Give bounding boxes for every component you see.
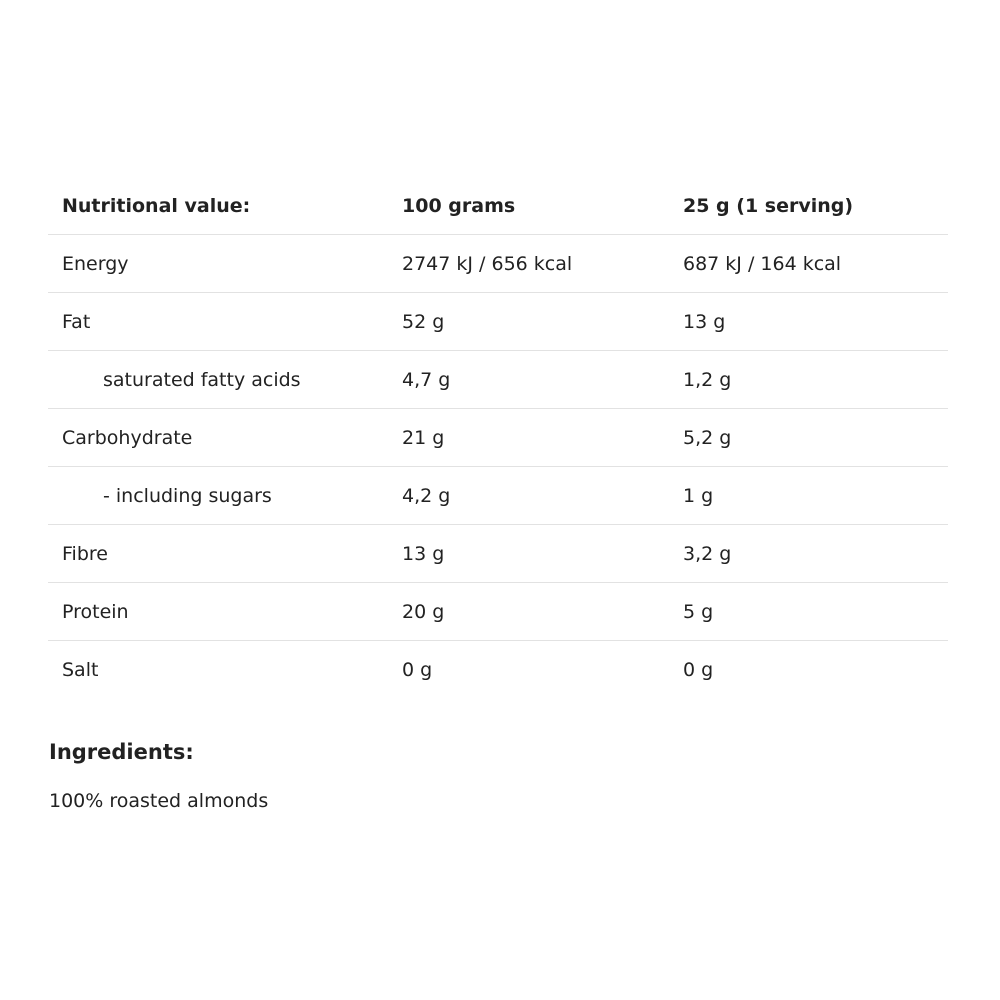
table-row: - including sugars 4,2 g 1 g	[48, 466, 948, 524]
table-row: saturated fatty acids 4,7 g 1,2 g	[48, 350, 948, 408]
nutrient-name: Fibre	[62, 542, 108, 565]
nutrient-name: - including sugars	[103, 484, 272, 507]
value-serving: 1 g	[683, 484, 714, 507]
nutrient-name: Energy	[62, 252, 129, 275]
table-row: Fat 52 g 13 g	[48, 292, 948, 350]
value-100g: 20 g	[402, 600, 445, 623]
table-row: Fibre 13 g 3,2 g	[48, 524, 948, 582]
value-100g: 4,7 g	[402, 368, 451, 391]
table-row: Carbohydrate 21 g 5,2 g	[48, 408, 948, 466]
nutrient-name: Protein	[62, 600, 129, 623]
value-serving: 0 g	[683, 658, 714, 681]
nutrient-name: Fat	[62, 310, 91, 333]
table-row: Protein 20 g 5 g	[48, 582, 948, 640]
value-serving: 687 kJ / 164 kcal	[683, 252, 842, 275]
table-row: Energy 2747 kJ / 656 kcal 687 kJ / 164 kca…	[48, 234, 948, 292]
header-nutritional-value: Nutritional value:	[62, 194, 251, 217]
nutrition-table: Nutritional value: 100 grams 25 g (1 ser…	[48, 177, 948, 698]
value-serving: 5,2 g	[683, 426, 732, 449]
value-serving: 5 g	[683, 600, 714, 623]
value-100g: 52 g	[402, 310, 445, 333]
nutrient-name: saturated fatty acids	[103, 368, 301, 391]
nutrient-name: Carbohydrate	[62, 426, 193, 449]
value-100g: 13 g	[402, 542, 445, 565]
nutrient-name: Salt	[62, 658, 99, 681]
value-serving: 13 g	[683, 310, 726, 333]
ingredients-text: 100% roasted almonds	[49, 790, 269, 812]
table-header: Nutritional value: 100 grams 25 g (1 ser…	[48, 177, 948, 234]
value-100g: 4,2 g	[402, 484, 451, 507]
value-100g: 21 g	[402, 426, 445, 449]
ingredients-title: Ingredients:	[49, 740, 194, 764]
header-100g: 100 grams	[402, 194, 516, 217]
header-serving: 25 g (1 serving)	[683, 194, 854, 217]
table-row: Salt 0 g 0 g	[48, 640, 948, 698]
value-serving: 3,2 g	[683, 542, 732, 565]
value-serving: 1,2 g	[683, 368, 732, 391]
value-100g: 2747 kJ / 656 kcal	[402, 252, 573, 275]
value-100g: 0 g	[402, 658, 433, 681]
